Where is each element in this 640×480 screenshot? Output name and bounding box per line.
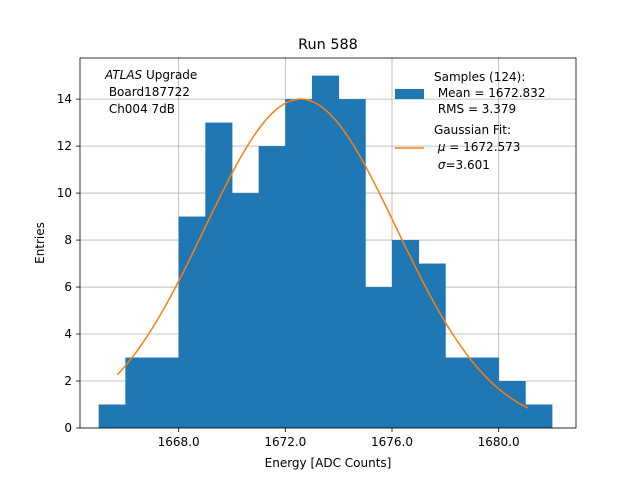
histogram-bar bbox=[205, 122, 233, 428]
legend-samples-line-3: RMS = 3.379 bbox=[434, 102, 516, 116]
histogram-bar bbox=[418, 263, 446, 428]
histogram-bar bbox=[472, 357, 500, 428]
annotation-upgrade: Upgrade bbox=[142, 68, 197, 82]
plot-frame bbox=[79, 57, 577, 429]
legend-fit-line-2: μ = 1672.573 bbox=[434, 140, 520, 154]
legend-fit-line-3: σ=3.601 bbox=[434, 158, 490, 172]
legend-samples-line-1: Samples (124): bbox=[434, 70, 525, 84]
x-axis-label: Energy [ADC Counts] bbox=[265, 456, 392, 470]
histogram-bar bbox=[338, 99, 366, 428]
histogram-bar bbox=[152, 357, 180, 428]
legend-mu-symbol: μ bbox=[437, 140, 446, 154]
histogram-bar bbox=[445, 357, 473, 428]
y-tick-label: 4 bbox=[64, 327, 72, 341]
y-axis-label: Entries bbox=[33, 222, 47, 264]
x-tick-label: 1676.0 bbox=[371, 435, 413, 449]
histogram-bar bbox=[365, 287, 393, 428]
atlas-annotation: ATLAS Upgrade Board187722 Ch004 7dB bbox=[104, 68, 197, 116]
y-tick-label: 14 bbox=[57, 92, 72, 106]
annotation-line-1: ATLAS Upgrade bbox=[104, 68, 197, 82]
histogram-bars bbox=[98, 75, 553, 428]
y-tick-label: 6 bbox=[64, 280, 72, 294]
y-tick-label: 10 bbox=[57, 186, 72, 200]
histogram-bar bbox=[232, 193, 260, 428]
legend-fit-line-1: Gaussian Fit: bbox=[434, 123, 511, 137]
legend-mu-value: = 1672.573 bbox=[445, 140, 520, 154]
legend-samples-line-2: Mean = 1672.832 bbox=[434, 86, 545, 100]
histogram-bar bbox=[285, 99, 313, 428]
histogram-bar bbox=[392, 240, 420, 428]
y-tick-label: 0 bbox=[64, 421, 72, 435]
histogram-bar bbox=[178, 216, 206, 428]
histogram-bar bbox=[312, 75, 340, 428]
legend-sigma-value: =3.601 bbox=[445, 158, 489, 172]
gaussian-fit-curve bbox=[116, 98, 529, 409]
histogram-bar bbox=[125, 357, 153, 428]
legend-samples-swatch bbox=[395, 89, 424, 99]
annotation-line-2: Board187722 bbox=[105, 85, 190, 99]
y-tick-label: 8 bbox=[64, 233, 72, 247]
histogram-bar bbox=[525, 404, 553, 428]
chart-title: Run 588 bbox=[298, 37, 358, 53]
histogram-bar bbox=[258, 146, 286, 428]
x-tick-label: 1680.0 bbox=[478, 435, 520, 449]
x-axis-ticks: 1668.0 1672.0 1676.0 1680.0 bbox=[158, 428, 520, 449]
histogram-bar bbox=[98, 404, 126, 428]
y-tick-label: 12 bbox=[57, 139, 72, 153]
y-axis-ticks: 0 2 4 6 8 10 12 14 bbox=[57, 92, 80, 435]
x-tick-label: 1668.0 bbox=[158, 435, 200, 449]
y-tick-label: 2 bbox=[64, 374, 72, 388]
x-tick-label: 1672.0 bbox=[264, 435, 306, 449]
legend-sigma-symbol: σ bbox=[438, 158, 446, 172]
annotation-atlas-italic: ATLAS bbox=[104, 68, 143, 82]
legend: Samples (124): Mean = 1672.832 RMS = 3.3… bbox=[395, 70, 545, 172]
annotation-line-3: Ch004 7dB bbox=[105, 102, 175, 116]
